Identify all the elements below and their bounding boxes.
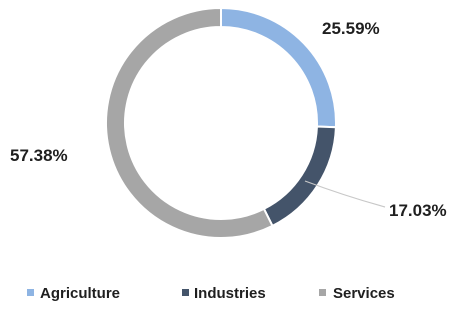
legend-item-services[interactable]: Services bbox=[319, 285, 395, 302]
legend-swatch-agriculture bbox=[27, 289, 34, 296]
slice-services[interactable] bbox=[105, 6, 274, 239]
donut-slices bbox=[105, 6, 337, 239]
legend-item-agriculture[interactable]: Agriculture bbox=[27, 285, 120, 302]
slice-industries[interactable] bbox=[262, 125, 337, 228]
industries-leader-line bbox=[304, 180, 386, 208]
legend-label-services: Services bbox=[333, 285, 395, 302]
legend: Agriculture Industries Services bbox=[27, 285, 395, 302]
slice-agriculture[interactable] bbox=[220, 6, 337, 129]
agriculture-value-label: 25.59% bbox=[322, 19, 380, 38]
legend-label-industries: Industries bbox=[194, 285, 266, 302]
legend-item-industries[interactable]: Industries bbox=[182, 285, 266, 302]
legend-swatch-services bbox=[319, 289, 326, 296]
legend-swatch-industries bbox=[182, 289, 189, 296]
industries-value-label: 17.03% bbox=[389, 201, 447, 220]
legend-label-agriculture: Agriculture bbox=[40, 285, 120, 302]
services-value-label: 57.38% bbox=[10, 146, 68, 165]
